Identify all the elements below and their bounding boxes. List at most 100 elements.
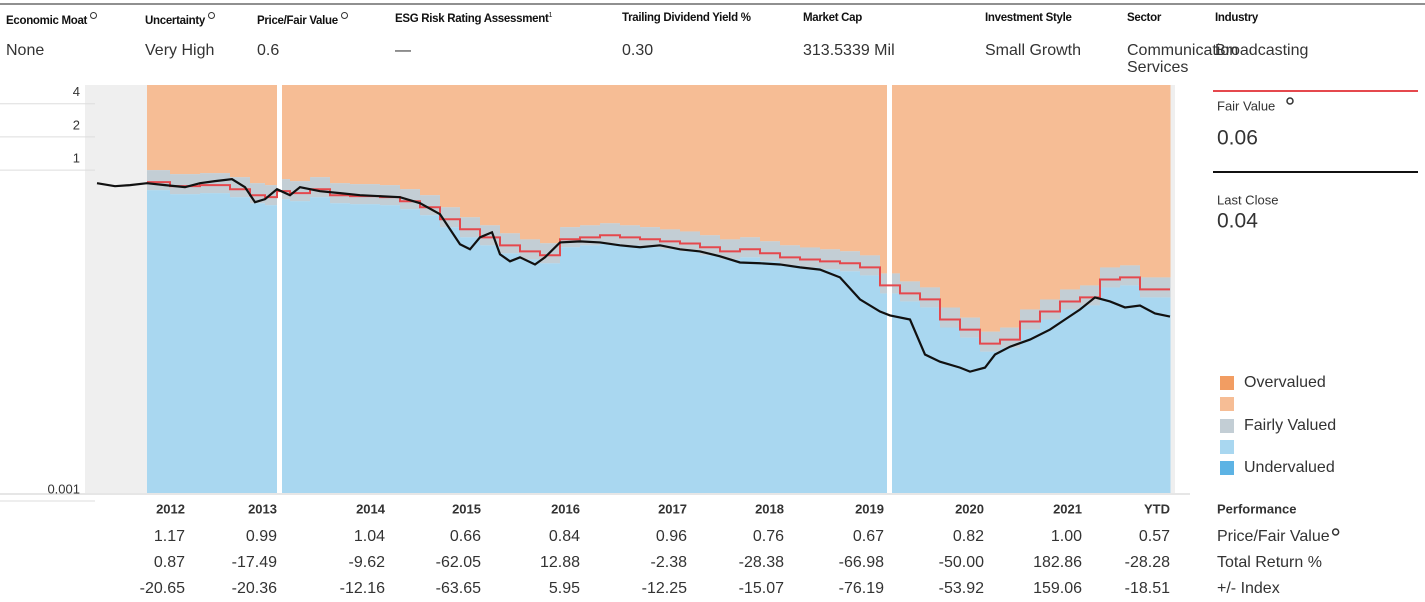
fair-band [1120, 265, 1141, 286]
fair-band [1160, 277, 1171, 298]
overvalued-band [170, 85, 201, 175]
cell: -9.62 [349, 554, 386, 571]
cell: -12.25 [642, 580, 687, 597]
header-value: Small Growth [985, 42, 1082, 59]
undervalued-band [1020, 329, 1041, 493]
undervalued-band [600, 243, 621, 493]
legend-swatch [1220, 461, 1234, 475]
header-label: Trailing Dividend Yield % [622, 12, 751, 24]
overvalued-band [600, 85, 621, 224]
undervalued-band [1160, 297, 1171, 493]
column-header: 2019 [855, 501, 884, 516]
column-header: 2014 [356, 501, 386, 516]
fair-band [290, 181, 311, 202]
undervalued-band [940, 327, 961, 493]
header-label: Sector [1127, 12, 1161, 24]
cell: -76.19 [839, 580, 884, 597]
undervalued-band [720, 259, 741, 493]
fair-band [820, 249, 841, 270]
undervalued-band [200, 193, 231, 493]
y-tick-label: 1 [73, 151, 80, 166]
cell: -15.07 [739, 580, 784, 597]
cell: -17.49 [232, 554, 277, 571]
fair-band [1140, 277, 1161, 298]
info-icon [340, 12, 348, 19]
fair-band [200, 173, 231, 194]
overvalued-band [1080, 85, 1101, 286]
fair-band [380, 185, 401, 206]
undervalued-band [560, 247, 581, 493]
label-text: Trailing Dividend Yield % [622, 12, 751, 24]
overvalued-band [800, 85, 821, 248]
cell: 0.66 [450, 528, 481, 545]
fair-band [640, 227, 661, 248]
undervalued-band [580, 245, 601, 493]
overvalued-band [680, 85, 701, 232]
overvalued-band [200, 85, 231, 174]
overvalued-band [700, 85, 721, 236]
overvalued-band [350, 85, 381, 185]
undervalued-band [1140, 297, 1161, 493]
overvalued-band [460, 85, 481, 218]
undervalued-band [330, 203, 351, 493]
undervalued-band [440, 227, 461, 493]
cell: -2.38 [651, 554, 688, 571]
fair-band [620, 225, 641, 246]
column-header: YTD [1144, 501, 1170, 516]
undervalued-band [780, 265, 801, 493]
label-text: Investment Style [985, 12, 1072, 24]
overvalued-band [480, 85, 501, 226]
header-label: Industry [1215, 12, 1258, 24]
table-header: Performance [1217, 501, 1296, 516]
header-label: Market Cap [803, 12, 862, 24]
overvalued-band [740, 85, 761, 238]
overvalued-band [540, 85, 561, 244]
overvalued-band [1140, 85, 1161, 278]
overvalued-band [1120, 85, 1141, 266]
undervalued-band [840, 271, 861, 493]
cell: -28.38 [739, 554, 784, 571]
cell: -62.05 [436, 554, 481, 571]
fair-band [580, 225, 601, 246]
undervalued-band [800, 267, 821, 493]
undervalued-band [400, 209, 421, 493]
overvalued-band [290, 85, 311, 182]
overvalued-band [500, 85, 521, 234]
overvalued-band [265, 85, 278, 186]
overvalued-band [1040, 85, 1061, 300]
fair-band [170, 174, 201, 195]
fair-band [1020, 309, 1041, 330]
row-label: +/- Index [1217, 580, 1280, 597]
column-header: 2012 [156, 501, 185, 516]
fair-band [660, 229, 681, 250]
cell: -18.51 [1125, 580, 1170, 597]
cell: -66.98 [839, 554, 884, 571]
overvalued-band [1060, 85, 1081, 290]
fair-band [860, 255, 881, 276]
header-value: Broadcasting [1215, 42, 1309, 59]
column-header: 2013 [248, 501, 277, 516]
y-tick-label: 4 [73, 84, 80, 99]
cell: 5.95 [549, 580, 580, 597]
column-header: 2018 [755, 501, 784, 516]
overvalued-band [520, 85, 541, 240]
info-icon [207, 12, 215, 19]
fair-band [920, 287, 941, 308]
overvalued-band [840, 85, 861, 252]
label-text: Economic Moat [6, 15, 88, 27]
info-icon [90, 12, 98, 19]
cell: 1.00 [1051, 528, 1082, 545]
overvalued-band [560, 85, 581, 228]
fair-band [250, 183, 266, 204]
cell: 0.57 [1139, 528, 1170, 545]
cell: -53.92 [939, 580, 984, 597]
overvalued-band [660, 85, 681, 230]
cell: 0.84 [549, 528, 580, 545]
overvalued-band [780, 85, 801, 246]
fair-band [960, 317, 981, 338]
fair-band [1000, 327, 1021, 348]
fair-value-label: Fair Value [1217, 98, 1275, 113]
header-label: ESG Risk Rating Assessment1 [395, 12, 552, 25]
cell: 182.86 [1033, 554, 1082, 571]
fair-band [310, 177, 331, 198]
